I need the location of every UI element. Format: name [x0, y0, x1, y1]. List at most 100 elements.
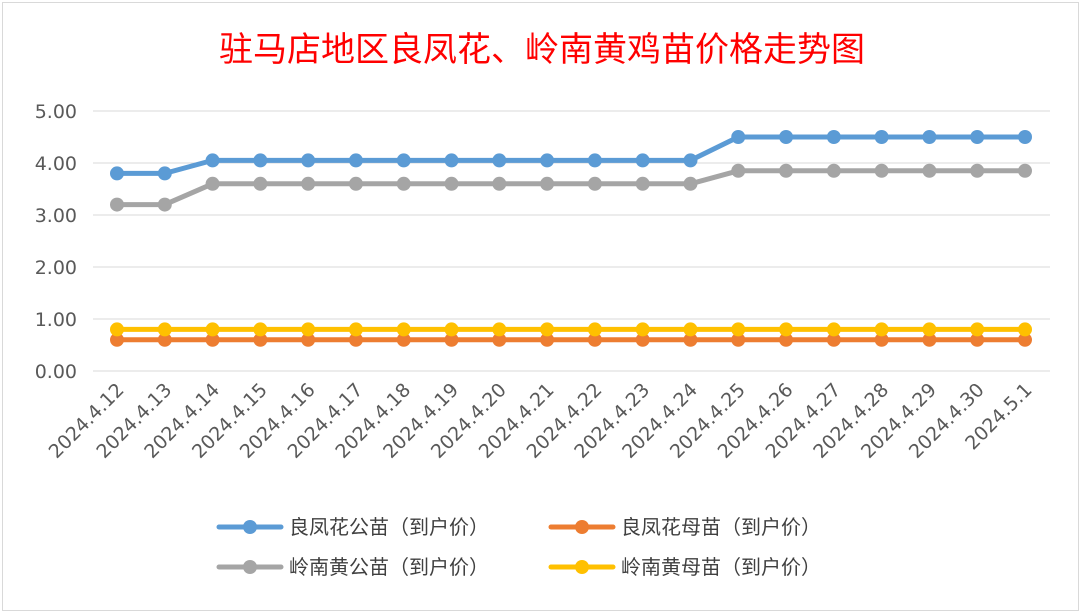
legend-marker [575, 520, 589, 534]
data-point [731, 163, 746, 178]
data-point [110, 197, 124, 212]
data-point [635, 332, 650, 347]
data-point [970, 332, 985, 347]
data-point [444, 176, 459, 191]
series-1 [110, 332, 1032, 347]
legend-label: 岭南黄公苗（到户价） [289, 555, 489, 579]
data-point [110, 166, 124, 181]
series-3 [110, 322, 1032, 337]
data-point [683, 153, 698, 168]
data-point [540, 153, 555, 168]
data-point [540, 322, 555, 337]
y-axis-tick-labels: 0.00 1.00 2.00 3.00 4.00 5.00 [35, 101, 77, 383]
data-point [157, 197, 172, 212]
data-point [348, 322, 363, 337]
x-axis-tick-labels: 2024.4.122024.4.132024.4.142024.4.152024… [45, 379, 1037, 463]
data-point [826, 332, 841, 347]
data-point [587, 332, 602, 347]
data-point [348, 153, 363, 168]
chart-svg: 驻马店地区良凤花、岭南黄鸡苗价格走势图 0.00 1.00 2.00 3.00 4.00… [35, 30, 1050, 579]
series-lines [110, 130, 1032, 347]
data-point [922, 163, 937, 178]
data-point [731, 130, 746, 144]
y-tick-label: 5.00 [35, 101, 77, 123]
y-tick-label: 1.00 [35, 309, 77, 331]
data-point [1018, 322, 1032, 337]
legend-label: 良凤花母苗（到户价） [621, 515, 821, 539]
data-point [396, 176, 411, 191]
data-point [540, 176, 555, 191]
data-point [253, 332, 268, 347]
data-point [492, 332, 507, 347]
data-point [970, 130, 985, 144]
legend-marker [243, 520, 257, 534]
gridlines [93, 110, 1050, 372]
data-point [635, 322, 650, 337]
data-point [779, 332, 794, 347]
legend-item: 良凤花公苗（到户价） [216, 515, 489, 539]
data-point [922, 322, 937, 337]
data-point [731, 322, 746, 337]
legend-marker [243, 560, 257, 574]
data-point [874, 322, 889, 337]
legend-label: 良凤花公苗（到户价） [289, 515, 489, 539]
data-point [253, 176, 268, 191]
legend-item: 岭南黄公苗（到户价） [216, 555, 489, 579]
data-point [157, 166, 172, 181]
data-point [779, 322, 794, 337]
data-point [301, 322, 316, 337]
legend-item: 良凤花母苗（到户价） [548, 515, 821, 539]
data-point [301, 153, 316, 168]
data-point [348, 332, 363, 347]
series-0 [110, 130, 1032, 181]
data-point [110, 332, 124, 347]
data-point [826, 163, 841, 178]
data-point [444, 322, 459, 337]
legend: 良凤花公苗（到户价） 良凤花母苗（到户价） 岭南黄公苗（到户价） 岭南黄母苗（到户价） [216, 515, 821, 579]
data-point [492, 322, 507, 337]
data-point [301, 176, 316, 191]
series-line [114, 168, 1028, 208]
data-point [396, 153, 411, 168]
data-point [683, 176, 698, 191]
data-point [779, 163, 794, 178]
data-point [205, 322, 220, 337]
legend-marker [575, 560, 589, 574]
data-point [492, 153, 507, 168]
data-point [396, 322, 411, 337]
data-point [587, 322, 602, 337]
data-point [205, 153, 220, 168]
data-point [205, 332, 220, 347]
data-point [444, 332, 459, 347]
data-point [540, 332, 555, 347]
data-point [444, 153, 459, 168]
data-point [396, 332, 411, 347]
data-point [826, 130, 841, 144]
series-line [114, 134, 1028, 176]
data-point [826, 322, 841, 337]
legend-label: 岭南黄母苗（到户价） [621, 555, 821, 579]
data-point [301, 332, 316, 347]
series-2 [110, 163, 1032, 212]
data-point [874, 332, 889, 347]
data-point [157, 322, 172, 337]
y-tick-label: 3.00 [35, 205, 77, 227]
data-point [1018, 130, 1032, 144]
data-point [635, 153, 650, 168]
legend-item: 岭南黄母苗（到户价） [548, 555, 821, 579]
data-point [253, 153, 268, 168]
data-point [874, 130, 889, 144]
data-point [922, 130, 937, 144]
data-point [157, 332, 172, 347]
chart-title: 驻马店地区良凤花、岭南黄鸡苗价格走势图 [219, 30, 865, 70]
y-tick-label: 2.00 [35, 257, 77, 279]
data-point [683, 322, 698, 337]
y-tick-label: 0.00 [35, 361, 77, 383]
data-point [110, 322, 124, 337]
data-point [348, 176, 363, 191]
data-point [779, 130, 794, 144]
data-point [970, 322, 985, 337]
y-tick-label: 4.00 [35, 153, 77, 175]
data-point [587, 176, 602, 191]
